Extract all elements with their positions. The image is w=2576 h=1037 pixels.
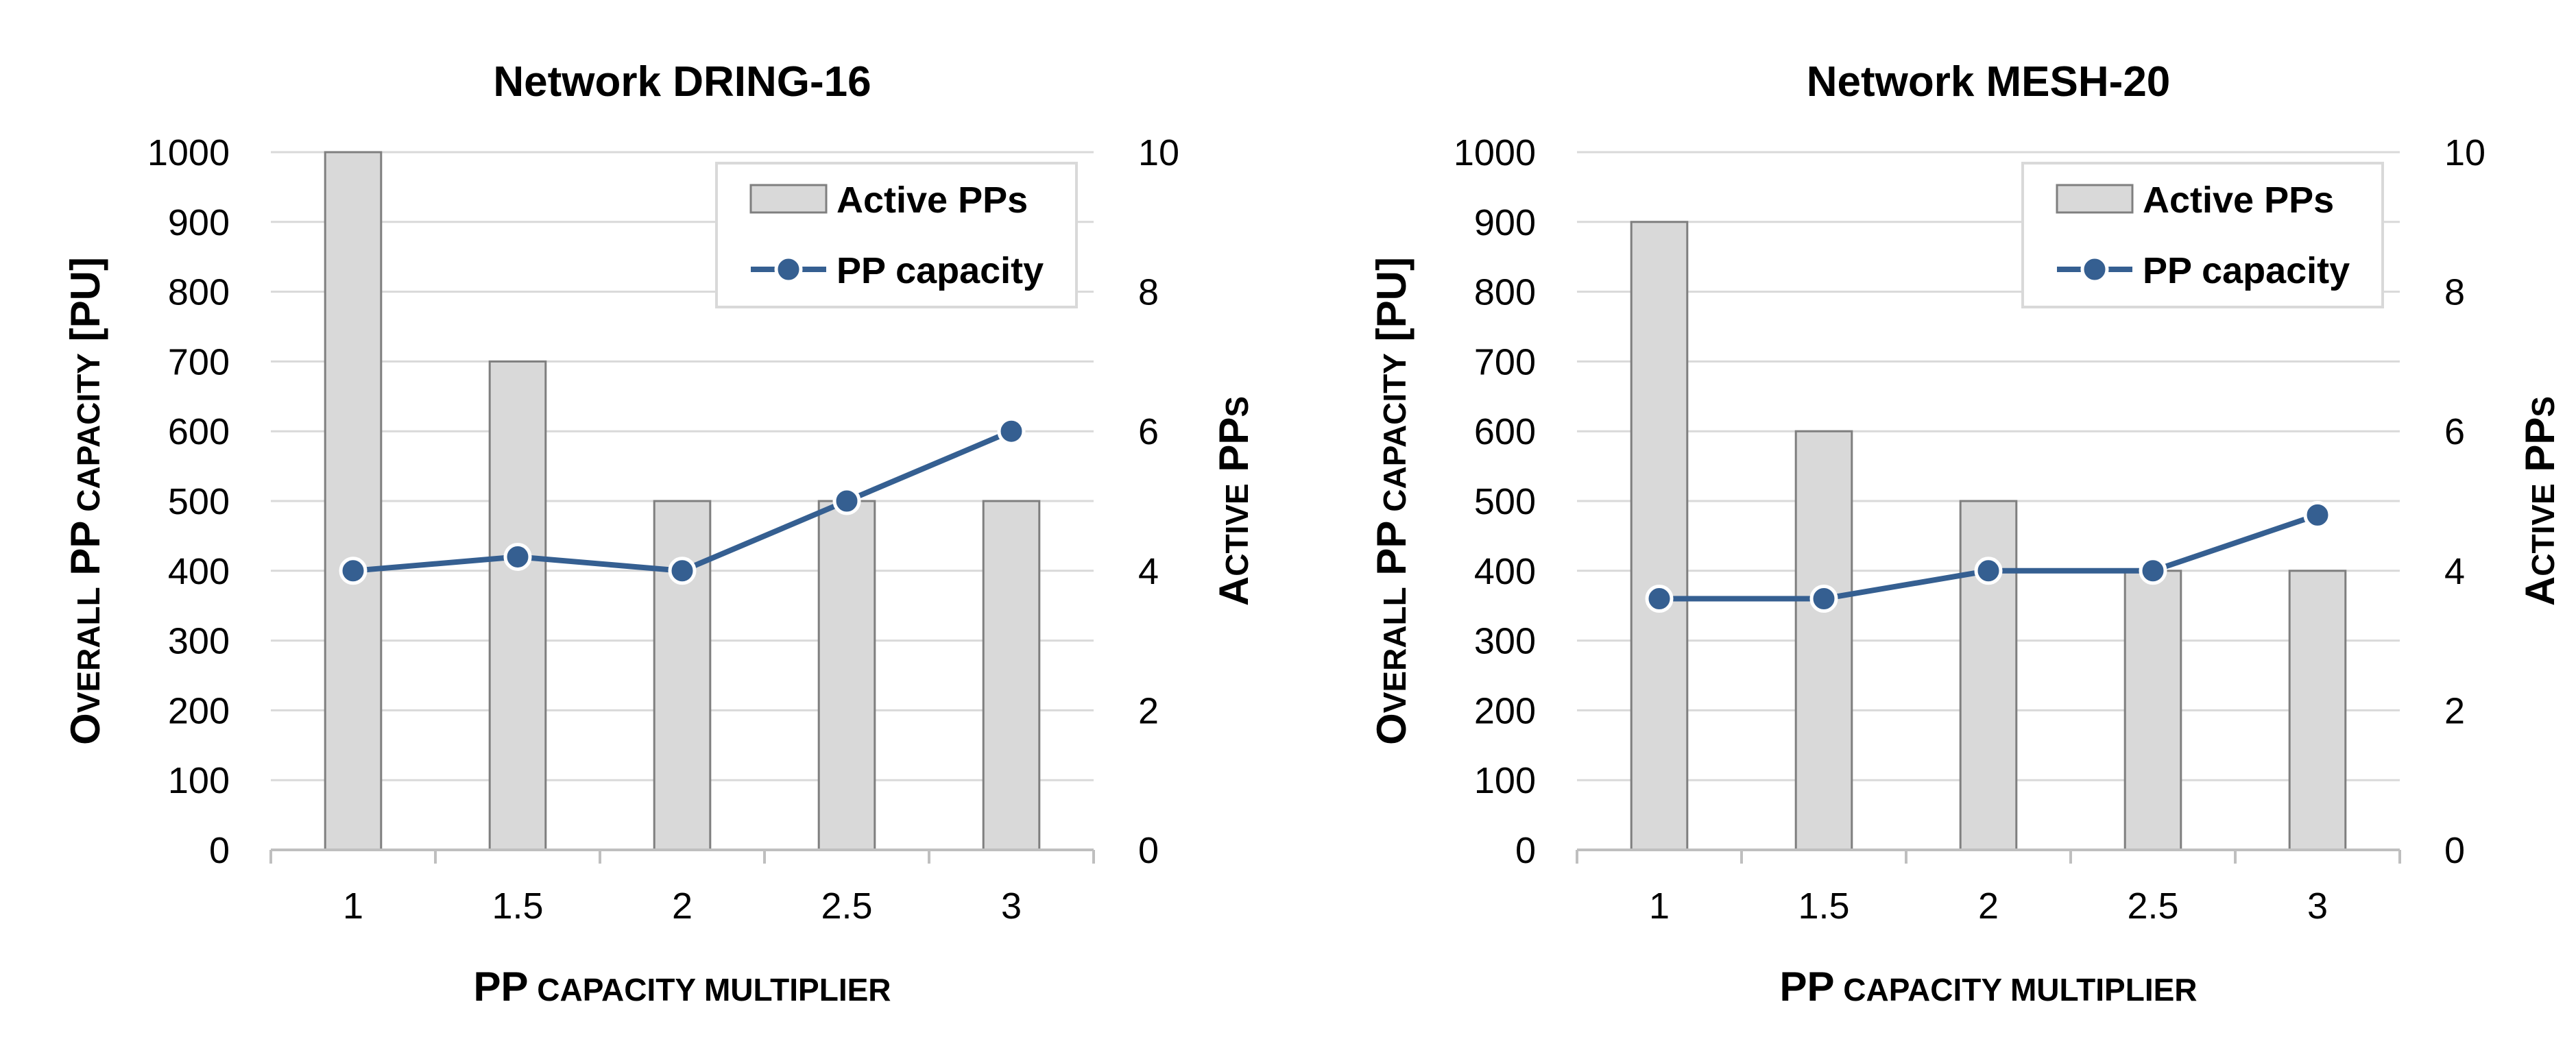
bar-active-pps [488, 360, 547, 851]
y-left-tick-label: 700 [168, 341, 230, 382]
chart-panel-2: Network MESH-200100200300400500600700800… [1369, 58, 2563, 1010]
y-left-tick-label: 400 [1474, 551, 1536, 592]
legend: Active PPs PP capacity [2021, 162, 2384, 308]
legend-label-active-pps: Active PPs [836, 180, 1028, 221]
bar-active-pps [817, 500, 876, 851]
bar-active-pps [2288, 570, 2347, 851]
chart-title: Network DRING-16 [493, 58, 871, 106]
bar-active-pps [2123, 570, 2182, 851]
y-left-tick-label: 200 [1474, 690, 1536, 731]
legend-marker-pp-capacity [2080, 255, 2109, 284]
y-left-tick-label: 500 [168, 481, 230, 522]
y-left-tick-label: 0 [1515, 830, 1536, 871]
bar-active-pps [324, 151, 383, 851]
y-right-tick-label: 10 [1138, 132, 1179, 173]
marker-pp-capacity [1645, 585, 1674, 613]
y-left-tick-label: 400 [168, 551, 230, 592]
y-right-tick-label: 0 [2444, 830, 2465, 871]
x-tick-label: 1 [343, 886, 363, 927]
y-left-tick-label: 0 [209, 830, 230, 871]
legend-label-pp-capacity: PP capacity [836, 250, 1044, 291]
chart-title: Network MESH-20 [1807, 58, 2171, 106]
x-axis-label: PP CAPACITY MULTIPLIER [1779, 964, 2197, 1010]
y-right-axis-label: ACTIVE PPS [1211, 396, 1257, 606]
legend-label-active-pps: Active PPs [2143, 180, 2334, 221]
x-tick-label: 1.5 [1798, 886, 1849, 927]
y-right-tick-label: 6 [2444, 411, 2465, 452]
x-tick-label: 2.5 [2127, 886, 2178, 927]
bar-active-pps [982, 500, 1041, 851]
x-tick-label: 3 [2307, 886, 2328, 927]
y-left-axis-label: OVERALL PP CAPACITY [PU] [1369, 257, 1415, 745]
y-left-tick-label: 200 [168, 690, 230, 731]
legend-box [2021, 162, 2384, 308]
legend-swatch-active-pps [2056, 184, 2134, 214]
y-left-tick-label: 800 [1474, 272, 1536, 313]
y-left-axis-label: OVERALL PP CAPACITY [PU] [62, 257, 108, 745]
x-axis-label: PP CAPACITY MULTIPLIER [473, 964, 891, 1010]
marker-pp-capacity [668, 557, 697, 585]
y-right-tick-label: 4 [1138, 551, 1159, 592]
x-tick-label: 2.5 [821, 886, 872, 927]
marker-pp-capacity [997, 417, 1026, 446]
y-right-tick-label: 8 [2444, 272, 2465, 313]
y-left-tick-label: 600 [1474, 411, 1536, 452]
x-tick-label: 3 [1001, 886, 1022, 927]
x-tick-label: 1 [1649, 886, 1670, 927]
y-left-tick-label: 500 [1474, 481, 1536, 522]
y-left-tick-label: 1000 [147, 132, 230, 173]
marker-pp-capacity [1974, 557, 2003, 585]
legend: Active PPs PP capacity [715, 162, 1078, 308]
y-left-tick-label: 100 [1474, 760, 1536, 801]
y-right-tick-label: 8 [1138, 272, 1159, 313]
x-tick-label: 2 [1978, 886, 1999, 927]
y-left-tick-label: 700 [1474, 341, 1536, 382]
marker-pp-capacity [339, 557, 368, 585]
marker-pp-capacity [503, 542, 532, 571]
legend-label-pp-capacity: PP capacity [2143, 250, 2350, 291]
marker-pp-capacity [832, 487, 861, 515]
y-right-tick-label: 0 [1138, 830, 1159, 871]
y-left-tick-label: 600 [168, 411, 230, 452]
y-left-tick-label: 800 [168, 272, 230, 313]
y-left-tick-label: 1000 [1454, 132, 1536, 173]
y-right-tick-label: 10 [2444, 132, 2485, 173]
bar-active-pps [1794, 430, 1853, 851]
marker-pp-capacity [2303, 500, 2332, 529]
y-left-tick-label: 300 [1474, 621, 1536, 662]
y-left-tick-label: 900 [168, 202, 230, 243]
chart-panel-1: Network DRING-16010020030040050060070080… [62, 58, 1257, 1010]
y-right-tick-label: 4 [2444, 551, 2465, 592]
bar-active-pps [1959, 500, 2018, 851]
x-tick-label: 2 [672, 886, 693, 927]
y-right-tick-label: 2 [1138, 690, 1159, 731]
marker-pp-capacity [2139, 557, 2167, 585]
marker-pp-capacity [1809, 585, 1838, 613]
y-left-tick-label: 300 [168, 621, 230, 662]
bar-active-pps [653, 500, 712, 851]
y-right-tick-label: 2 [2444, 690, 2465, 731]
y-left-tick-label: 900 [1474, 202, 1536, 243]
legend-marker-pp-capacity [774, 255, 803, 284]
y-right-axis-label: ACTIVE PPS [2517, 396, 2563, 606]
y-left-tick-label: 100 [168, 760, 230, 801]
bar-active-pps [1630, 221, 1689, 851]
legend-swatch-active-pps [749, 184, 828, 214]
x-tick-label: 1.5 [492, 886, 543, 927]
y-right-tick-label: 6 [1138, 411, 1159, 452]
